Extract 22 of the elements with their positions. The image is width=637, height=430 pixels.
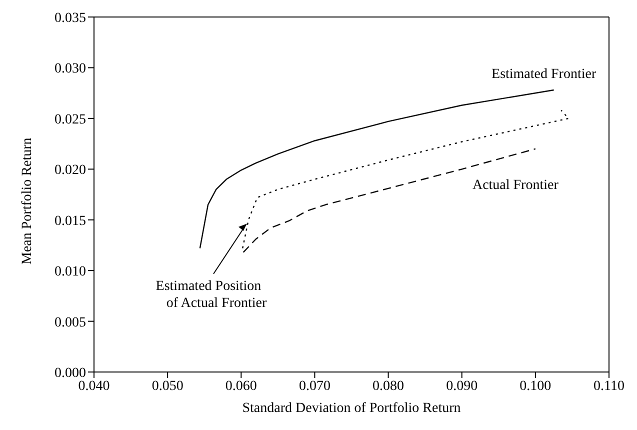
x-tick-label: 0.060 xyxy=(225,378,257,394)
y-tick-label: 0.000 xyxy=(54,366,86,381)
line-series xyxy=(242,110,570,249)
text: Estimated Position of Actual Frontier xyxy=(156,278,267,311)
y-tick-label: 0.035 xyxy=(54,10,86,26)
x-tick-label: 0.050 xyxy=(152,378,184,394)
x-tick-label: 0.040 xyxy=(78,378,110,394)
x-axis-title: Standard Deviation of Portfolio Return xyxy=(242,401,461,416)
y-tick-label: 0.030 xyxy=(54,62,86,77)
y-tick-label: 0.025 xyxy=(54,112,86,128)
y-tick-label: 0.005 xyxy=(54,315,86,330)
series-label: Estimated Frontier xyxy=(492,67,596,82)
y-tick-label: 0.010 xyxy=(54,264,86,280)
x-tick-label: 0.070 xyxy=(298,378,330,394)
x-tick-label: 0.110 xyxy=(594,378,624,394)
x-tick-label: 0.090 xyxy=(446,378,478,394)
y-tick-label: 0.015 xyxy=(54,214,86,229)
y-tick-label: 0.020 xyxy=(54,163,86,178)
x-tick-label: 0.080 xyxy=(372,378,404,394)
x-tick-label: 0.100 xyxy=(520,378,552,394)
y-axis-title: Mean Portfolio Return xyxy=(20,138,35,264)
series-label: Actual Frontier xyxy=(472,178,559,193)
